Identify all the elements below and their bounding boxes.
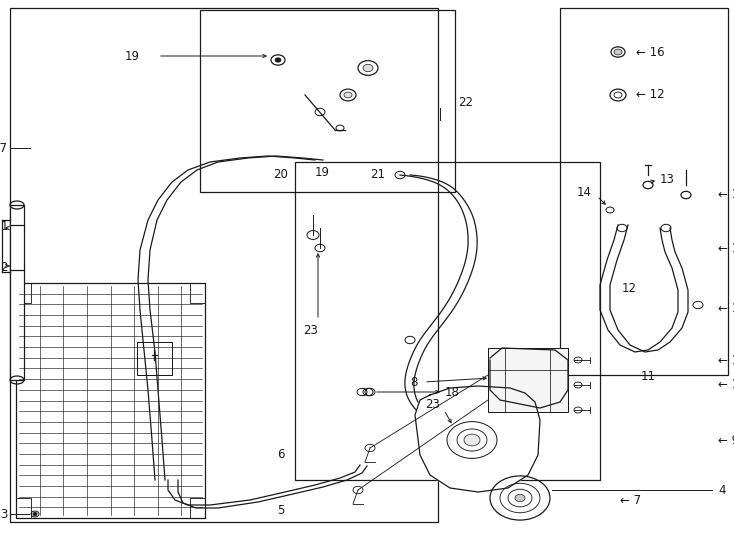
Text: 18: 18 (445, 386, 460, 399)
Text: 23: 23 (303, 323, 318, 336)
Circle shape (574, 382, 582, 388)
Text: 20: 20 (273, 168, 288, 181)
Text: 19: 19 (125, 50, 140, 63)
Text: 21: 21 (370, 168, 385, 181)
Bar (560, 8, 728, 375)
Text: 17: 17 (0, 141, 8, 154)
Polygon shape (490, 348, 568, 408)
Text: ← 12: ← 12 (636, 89, 664, 102)
Text: 23: 23 (425, 399, 440, 411)
Text: ← 15: ← 15 (718, 188, 734, 201)
Circle shape (365, 444, 375, 451)
Bar (16, 283, 205, 518)
Circle shape (353, 487, 363, 494)
Text: ← 10: ← 10 (718, 379, 734, 392)
Bar (10, 8, 438, 522)
Text: ← 7: ← 7 (620, 494, 641, 507)
Text: 8: 8 (410, 375, 418, 388)
Circle shape (33, 512, 37, 516)
Text: ← 16: ← 16 (636, 45, 664, 58)
Text: 19: 19 (315, 165, 330, 179)
Circle shape (515, 494, 525, 502)
Bar (295, 162, 600, 480)
Text: 3: 3 (1, 508, 8, 521)
Circle shape (275, 58, 281, 62)
Circle shape (574, 357, 582, 363)
Circle shape (464, 434, 480, 446)
Bar (137, 342, 172, 375)
Bar (190, 498, 205, 518)
Bar (10, 205, 24, 380)
Text: 4: 4 (718, 483, 725, 496)
Text: 22: 22 (458, 96, 473, 109)
Circle shape (614, 49, 622, 55)
Text: ← 9: ← 9 (718, 434, 734, 447)
Circle shape (363, 64, 373, 72)
Text: 1: 1 (1, 219, 8, 233)
Text: 11: 11 (641, 370, 655, 383)
Text: 5: 5 (277, 503, 285, 516)
Bar (190, 283, 205, 303)
Text: 13: 13 (660, 173, 675, 186)
Polygon shape (415, 386, 540, 492)
Bar (488, 348, 568, 412)
Bar (16, 498, 31, 518)
Text: ← 12: ← 12 (718, 241, 734, 254)
Bar (16, 283, 31, 303)
Text: 12: 12 (622, 281, 637, 294)
Circle shape (574, 407, 582, 413)
Text: ← 12: ← 12 (718, 301, 734, 314)
Text: 14: 14 (577, 186, 592, 199)
Bar (200, 10, 455, 192)
Text: 6: 6 (277, 449, 285, 462)
Text: ← 10: ← 10 (718, 354, 734, 367)
Text: 2: 2 (1, 261, 8, 274)
Circle shape (344, 92, 352, 98)
